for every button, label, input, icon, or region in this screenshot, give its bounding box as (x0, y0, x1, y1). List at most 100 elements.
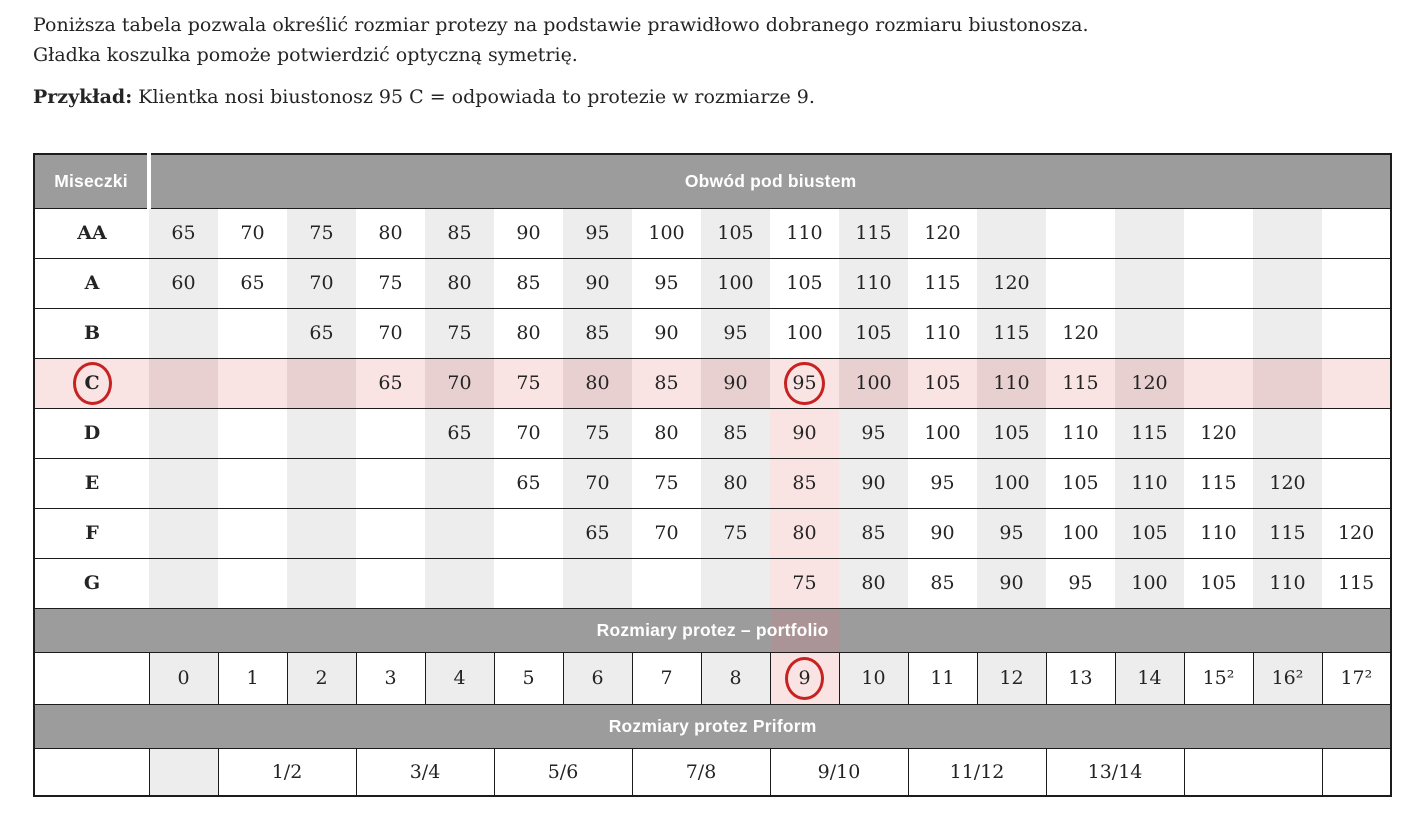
cell: 90 (494, 207, 563, 259)
cell (218, 507, 287, 559)
cell: 65 (287, 307, 356, 359)
intro-line-1: Poniższa tabela pozwala określić rozmiar… (33, 14, 1089, 36)
cell (1184, 357, 1253, 409)
cell: 85 (425, 207, 494, 259)
cell: 75 (632, 457, 701, 509)
cell: 65 (218, 257, 287, 309)
band-obwod: Obwód pod biustem (149, 153, 1392, 209)
cup-row-D: D 65 70 75 80 85 90 95 100 105 110 115 120 (34, 407, 1392, 459)
cell (149, 557, 218, 609)
cell (1253, 307, 1322, 359)
priform-cell (1183, 747, 1323, 797)
cell: 80 (701, 457, 770, 509)
cell: 80 (494, 307, 563, 359)
cell (494, 557, 563, 609)
band-priform: Rozmiary protez Priform (34, 703, 1392, 749)
priform-band-row: Rozmiary protez Priform (34, 703, 1392, 749)
cell: 110 (1046, 407, 1115, 459)
cell: 95 (1046, 557, 1115, 609)
cell: 120 (1046, 307, 1115, 359)
cell (218, 457, 287, 509)
cup-row-E: E 65 70 75 80 85 90 95 100 105 110 115 120 (34, 457, 1392, 509)
cell: 85 (839, 507, 908, 559)
cell: 95 (563, 207, 632, 259)
cell: 90 (563, 257, 632, 309)
cell (287, 507, 356, 559)
cell (218, 557, 287, 609)
cell: 75 (770, 557, 839, 609)
cell (425, 557, 494, 609)
cup-label-G: G (34, 557, 149, 609)
cup-row-A: A 60 65 70 75 80 85 90 95 100 105 110 115 120 (34, 257, 1392, 309)
cell: 90 (908, 507, 977, 559)
highlight-column-overlay (771, 609, 840, 651)
cell (149, 357, 218, 409)
size-cell-10: 10 (838, 651, 909, 705)
cell (1253, 207, 1322, 259)
cell: 115 (1115, 407, 1184, 459)
cell: 110 (1115, 457, 1184, 509)
size-cell-9: 9 (769, 651, 840, 705)
size-cell-8: 8 (700, 651, 771, 705)
cell: 75 (287, 207, 356, 259)
cell: 105 (770, 257, 839, 309)
size-cell-3: 3 (355, 651, 426, 705)
red-circle-cup-C: C (72, 361, 112, 405)
cell (1046, 257, 1115, 309)
cell: 70 (425, 357, 494, 409)
cell: 105 (1046, 457, 1115, 509)
size-table: Miseczki Obwód pod biustem AA 65 70 75 80 85 90 9… (33, 153, 1393, 797)
cell (632, 557, 701, 609)
cell: 80 (563, 357, 632, 409)
cell: 100 (908, 407, 977, 459)
example-label: Przykład: (33, 86, 133, 108)
cell: 115 (1046, 357, 1115, 409)
cell: 110 (839, 257, 908, 309)
cell: 95 (701, 307, 770, 359)
portfolio-band-row: Rozmiary protez – portfolio (34, 607, 1392, 653)
portfolio-sizes-row: 0 1 2 3 4 5 6 7 8 9 10 11 12 13 14 15² 16² 17² (33, 651, 1392, 705)
cell: 65 (149, 207, 218, 259)
cell (1253, 407, 1322, 459)
cell (1115, 257, 1184, 309)
cell: 80 (839, 557, 908, 609)
cell: 100 (977, 457, 1046, 509)
cell (287, 357, 356, 409)
cell (356, 507, 425, 559)
cell (701, 557, 770, 609)
cell: 100 (839, 357, 908, 409)
example-text: Klientka nosi biustonosz 95 C = odpowiad… (132, 86, 815, 108)
cell: 100 (701, 257, 770, 309)
cell: 120 (1253, 457, 1322, 509)
cell: 115 (977, 307, 1046, 359)
size-cell-6: 6 (562, 651, 633, 705)
cell: 80 (356, 207, 425, 259)
cell (425, 507, 494, 559)
cell: 65 (425, 407, 494, 459)
size-cell-4: 4 (424, 651, 495, 705)
cell: 110 (1253, 557, 1322, 609)
cell (1322, 207, 1392, 259)
size-cell-17: 17² (1321, 651, 1392, 705)
cell (1046, 207, 1115, 259)
cup-label-D: D (34, 407, 149, 459)
cell: 95 (977, 507, 1046, 559)
cell: 75 (425, 307, 494, 359)
priform-cell (1321, 747, 1392, 797)
priform-cell: 1/2 (217, 747, 357, 797)
cup-row-G: G 75 80 85 90 95 100 105 110 115 (34, 557, 1392, 609)
cell: 120 (908, 207, 977, 259)
cell (1253, 357, 1322, 409)
cell (1322, 457, 1392, 509)
priform-cell: 5/6 (493, 747, 633, 797)
cell: 85 (494, 257, 563, 309)
cell: 70 (218, 207, 287, 259)
cell: 70 (356, 307, 425, 359)
cell (287, 557, 356, 609)
red-circle-size-9: 9 (785, 656, 824, 700)
cell: 105 (1115, 507, 1184, 559)
cell (149, 407, 218, 459)
cell: 120 (1115, 357, 1184, 409)
band-portfolio-label: Rozmiary protez – portfolio (596, 619, 829, 640)
cell (1253, 257, 1322, 309)
